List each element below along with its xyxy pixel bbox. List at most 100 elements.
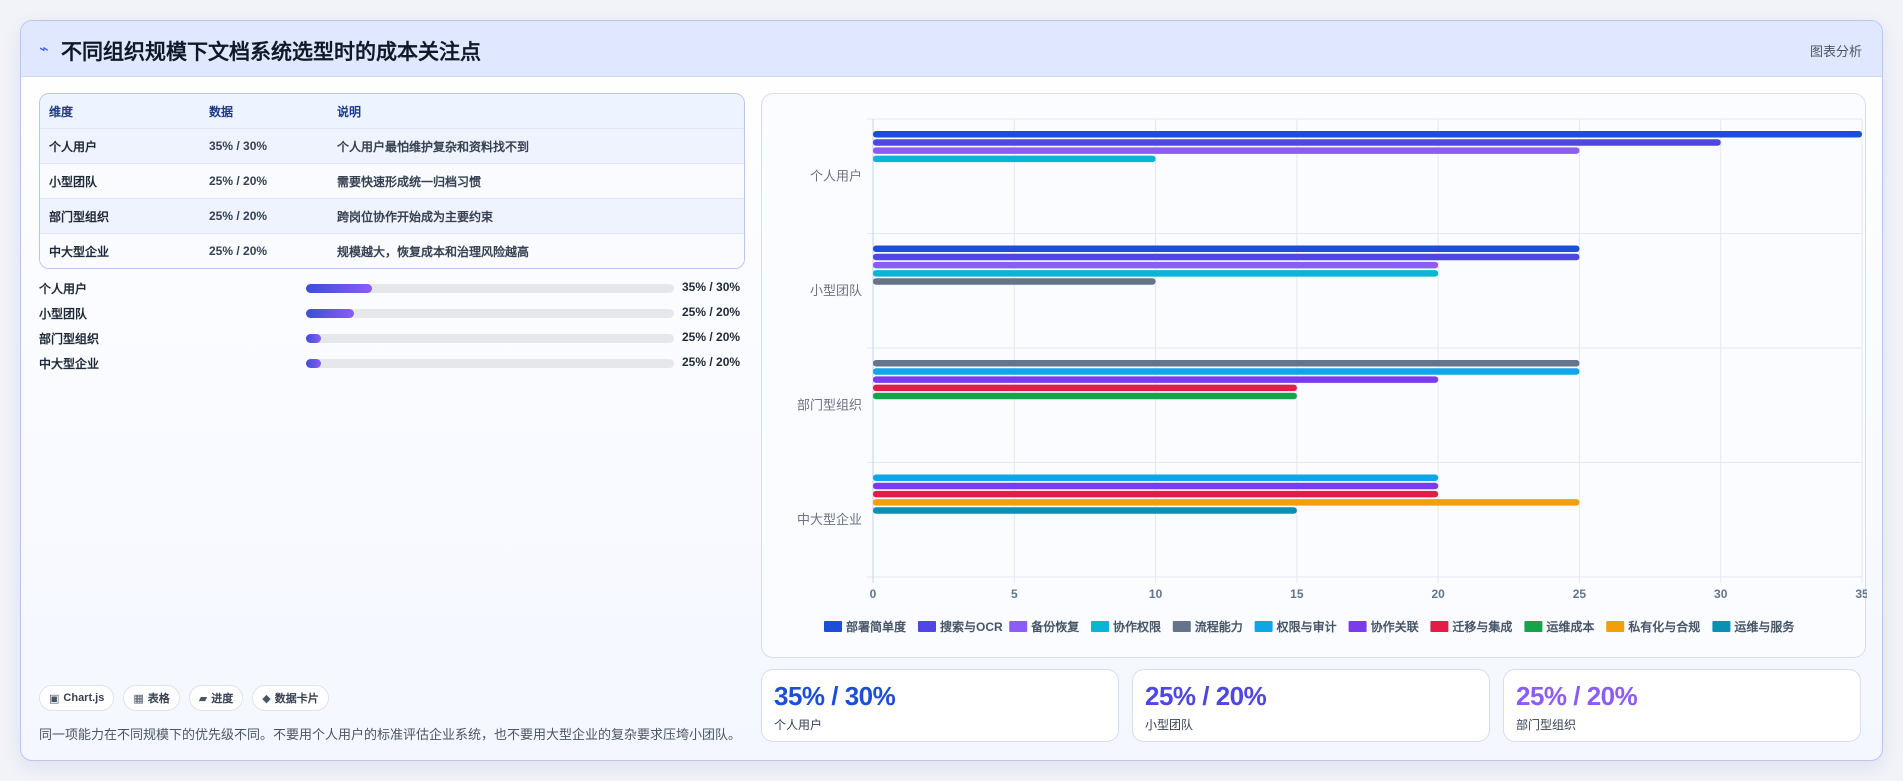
table-cell: 25% / 20% — [209, 209, 268, 223]
x-tick-label: 15 — [1290, 587, 1304, 601]
bar — [873, 278, 1156, 285]
legend-swatch — [1254, 621, 1273, 632]
legend-swatch — [1430, 621, 1449, 632]
legend-swatch — [1348, 621, 1367, 632]
table-header-cell: 维度 — [49, 104, 74, 119]
legend-label: 搜索与OCR — [940, 619, 1003, 634]
table-cell: 跨岗位协作开始成为主要约束 — [337, 209, 494, 224]
progress-value: 25% / 20% — [682, 330, 741, 344]
bar — [873, 253, 1580, 261]
progress-track — [306, 284, 674, 293]
bar — [873, 368, 1580, 375]
bar — [873, 270, 1439, 277]
bar — [873, 507, 1297, 514]
progress-track — [306, 309, 674, 318]
kpi-label: 个人用户 — [774, 718, 823, 732]
footnote: 同一项能力在不同规模下的优先级不同。不要用个人用户的标准评估企业系统，也不要用大… — [39, 727, 742, 742]
pill-label: Chart.js — [63, 692, 105, 704]
y-tick-label: 小型团队 — [810, 283, 862, 298]
progress-row: 小型团队 25% / 20% — [39, 300, 745, 325]
progress-fill — [306, 309, 354, 318]
progress-row: 中大型企业 25% / 20% — [39, 350, 745, 375]
legend-label: 迁移与集成 — [1452, 619, 1512, 634]
kpi-value: 25% / 20% — [1516, 681, 1638, 711]
pill-table[interactable]: ▦ 表格 — [123, 685, 180, 711]
progress-fill — [306, 284, 373, 293]
legend-swatch — [1606, 621, 1625, 632]
legend-swatch — [1524, 621, 1543, 632]
pill-label: 进度 — [211, 693, 234, 705]
table-cell: 个人用户最怕维护复杂和资料找不到 — [337, 139, 530, 154]
bar — [873, 490, 1439, 498]
chart-icon: ▣ — [49, 691, 60, 705]
table-cell: 需要快速形成统一归档习惯 — [337, 174, 482, 189]
x-tick-label: 25 — [1573, 587, 1587, 601]
y-tick-label: 个人用户 — [810, 168, 862, 183]
legend-label: 备份恢复 — [1030, 619, 1080, 634]
progress-icon: ▰ — [198, 691, 208, 705]
legend-label: 协作权限 — [1113, 619, 1161, 634]
bar — [873, 392, 1297, 400]
y-tick-label: 部门型组织 — [797, 397, 862, 412]
chart-analysis-tag: 图表分析 — [1809, 44, 1862, 59]
pill-progress[interactable]: ▰ 进度 — [188, 685, 244, 711]
table-cell: 35% / 30% — [209, 139, 268, 153]
pill-label: 表格 — [147, 693, 170, 705]
x-tick-label: 0 — [870, 587, 877, 601]
pill-data-card[interactable]: ◆ 数据卡片 — [252, 685, 329, 711]
x-tick-label: 20 — [1431, 587, 1445, 601]
progress-fill — [306, 359, 321, 368]
progress-track — [306, 334, 674, 343]
bar — [873, 155, 1156, 163]
kpi-label: 部门型组织 — [1516, 718, 1577, 732]
x-tick-label: 30 — [1714, 587, 1728, 601]
progress-label: 个人用户 — [39, 282, 88, 296]
legend-label: 流程能力 — [1195, 619, 1243, 634]
progress-value: 25% / 20% — [682, 305, 741, 319]
table-header-cell: 说明 — [337, 104, 362, 119]
progress-list: 个人用户 35% / 30% 小型团队 25% / 20% 部门型组织 25% … — [39, 275, 745, 375]
table-cell: 个人用户 — [49, 139, 98, 154]
progress-value: 35% / 30% — [682, 280, 741, 294]
card-header: ⌁ 不同组织规模下文档系统选型时的成本关注点 图表分析 — [21, 21, 1882, 77]
page-title: 不同组织规模下文档系统选型时的成本关注点 — [61, 41, 481, 64]
table-header-cell: 数据 — [209, 104, 234, 119]
progress-label: 部门型组织 — [39, 332, 100, 346]
legend-label: 权限与审计 — [1276, 619, 1337, 634]
legend-swatch — [918, 621, 936, 632]
table-row: 中大型企业 25% / 20% 规模越大，恢复成本和治理风险越高 — [40, 233, 744, 268]
progress-fill — [306, 334, 321, 343]
legend-label: 部署简单度 — [846, 619, 907, 634]
table-row: 个人用户 35% / 30% 个人用户最怕维护复杂和资料找不到 — [40, 128, 744, 163]
lightning-icon: ⌁ — [39, 39, 49, 58]
table-row: 部门型组织 25% / 20% 跨岗位协作开始成为主要约束 — [40, 198, 744, 233]
bar — [873, 499, 1580, 506]
left-panel: 维度 数据 说明 个人用户 35% / 30% 个人用户最怕维护复杂和资料找不到… — [39, 93, 745, 375]
table-cell: 小型团队 — [49, 174, 98, 189]
legend-label: 私有化与合规 — [1627, 619, 1700, 634]
legend-label: 运维成本 — [1546, 619, 1594, 634]
y-tick-label: 中大型企业 — [797, 512, 862, 527]
legend-swatch — [1172, 621, 1191, 632]
data-table: 维度 数据 说明 个人用户 35% / 30% 个人用户最怕维护复杂和资料找不到… — [39, 93, 745, 269]
table-cell: 25% / 20% — [209, 244, 268, 258]
legend-label: 运维与服务 — [1734, 619, 1795, 634]
bar — [873, 131, 1862, 138]
table-row: 小型团队 25% / 20% 需要快速形成统一归档习惯 — [40, 163, 744, 198]
x-tick-label: 5 — [1011, 587, 1018, 601]
x-tick-label: 35 — [1855, 587, 1867, 601]
pill-chartjs[interactable]: ▣ Chart.js — [39, 685, 115, 711]
bar — [873, 384, 1297, 392]
diamond-icon: ◆ — [262, 691, 271, 705]
kpi-card: 35% / 30% 个人用户 — [761, 669, 1119, 742]
legend-label: 协作关联 — [1371, 619, 1419, 634]
table-cell: 25% / 20% — [209, 174, 268, 188]
progress-label: 小型团队 — [39, 307, 88, 321]
bar — [873, 147, 1580, 154]
x-tick-label: 10 — [1149, 587, 1163, 601]
table-header-row: 维度 数据 说明 — [40, 94, 744, 128]
progress-track — [306, 359, 674, 368]
pill-label: 数据卡片 — [274, 693, 319, 705]
